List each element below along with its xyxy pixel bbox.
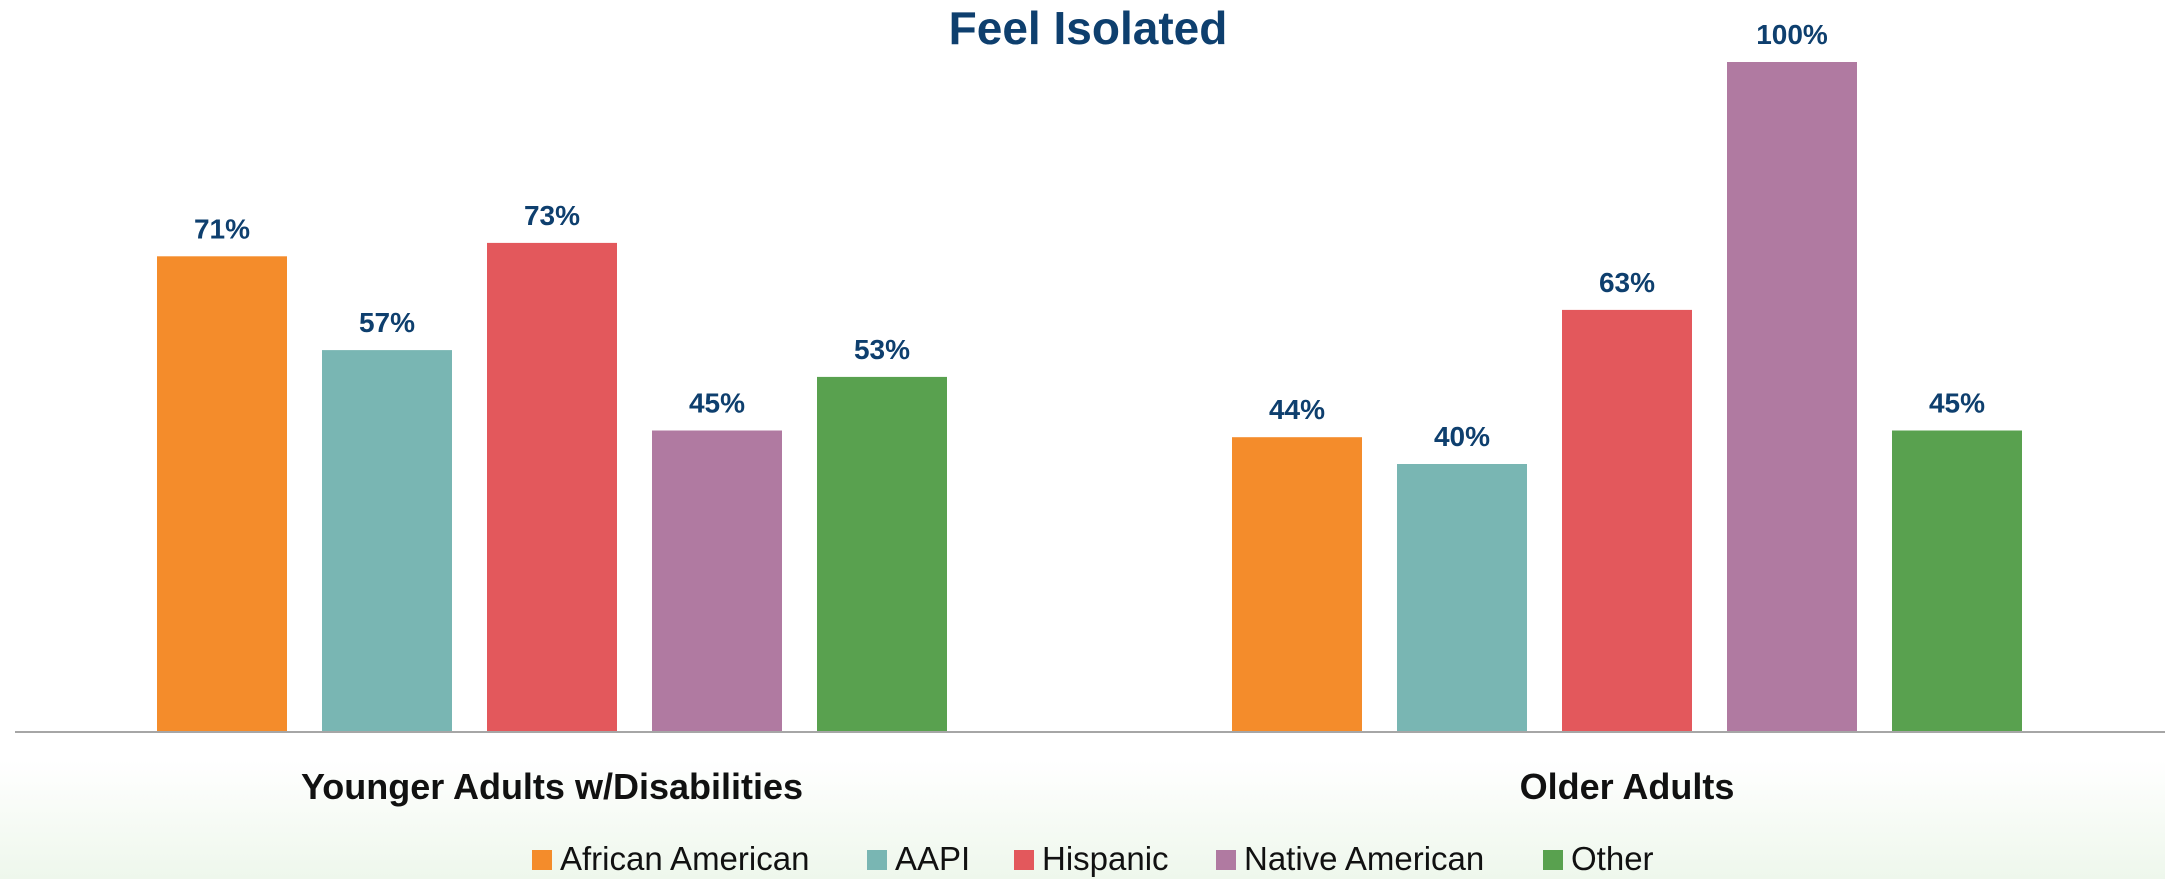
legend-label-hispanic: Hispanic: [1042, 840, 1169, 877]
chart-title: Feel Isolated: [949, 2, 1228, 54]
bar-other-0: [817, 376, 947, 732]
legend-label-african-american: African American: [560, 840, 809, 877]
bar-other-1: [1892, 430, 2022, 732]
data-label-native-american-0: 45%: [689, 388, 745, 419]
legend-label-native-american: Native American: [1244, 840, 1484, 877]
data-label-hispanic-0: 73%: [524, 200, 580, 231]
data-label-hispanic-1: 63%: [1599, 267, 1655, 298]
data-label-native-american-1: 100%: [1756, 19, 1828, 50]
legend-swatch-aapi: [867, 850, 887, 870]
data-label-aapi-1: 40%: [1434, 421, 1490, 452]
data-label-other-1: 45%: [1929, 388, 1985, 419]
bar-african-american-1: [1232, 437, 1362, 732]
legend-swatch-native-american: [1216, 850, 1236, 870]
bar-hispanic-1: [1562, 309, 1692, 732]
data-label-african-american-1: 44%: [1269, 394, 1325, 425]
bar-african-american-0: [157, 256, 287, 732]
bar-aapi-1: [1397, 464, 1527, 732]
legend-swatch-other: [1543, 850, 1563, 870]
bar-aapi-0: [322, 350, 452, 732]
data-label-african-american-0: 71%: [194, 213, 250, 244]
legend-swatch-african-american: [532, 850, 552, 870]
bar-native-american-0: [652, 430, 782, 732]
category-label-0: Younger Adults w/Disabilities: [301, 766, 803, 807]
legend-label-aapi: AAPI: [895, 840, 970, 877]
data-label-aapi-0: 57%: [359, 307, 415, 338]
legend-swatch-hispanic: [1014, 850, 1034, 870]
legend-label-other: Other: [1571, 840, 1654, 877]
bar-hispanic-0: [487, 242, 617, 732]
category-label-1: Older Adults: [1520, 766, 1735, 807]
data-label-other-0: 53%: [854, 334, 910, 365]
bar-native-american-1: [1727, 62, 1857, 732]
